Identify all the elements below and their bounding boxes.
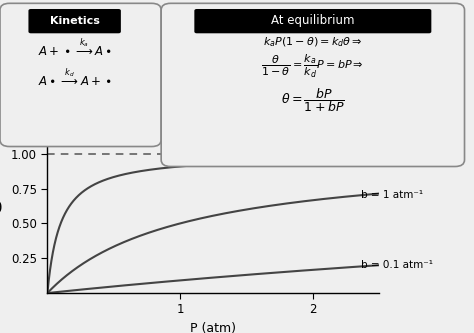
X-axis label: P (atm): P (atm) (190, 322, 237, 333)
Text: $\theta = \dfrac{bP}{1+bP}$: $\theta = \dfrac{bP}{1+bP}$ (281, 86, 345, 114)
Text: At equilibrium: At equilibrium (271, 14, 355, 28)
Text: b = 1 atm⁻¹: b = 1 atm⁻¹ (361, 190, 423, 200)
Text: Kinetics: Kinetics (50, 16, 100, 26)
Text: $A + \bullet \overset{k_a}{\longrightarrow} A\bullet$: $A + \bullet \overset{k_a}{\longrightarr… (38, 37, 112, 59)
Text: b = 10 atm⁻¹: b = 10 atm⁻¹ (361, 154, 429, 164)
Text: $\dfrac{\theta}{1-\theta} = \dfrac{k_a}{k_d}P = bP \Rightarrow$: $\dfrac{\theta}{1-\theta} = \dfrac{k_a}{… (262, 53, 364, 80)
Text: b = 0.1 atm⁻¹: b = 0.1 atm⁻¹ (361, 260, 433, 270)
Text: $k_a P(1-\theta) = k_d\theta \Rightarrow$: $k_a P(1-\theta) = k_d\theta \Rightarrow… (263, 36, 363, 49)
Y-axis label: θ: θ (0, 201, 2, 216)
Text: $A\bullet \overset{k_d}{\longrightarrow} A + \bullet$: $A\bullet \overset{k_d}{\longrightarrow}… (38, 67, 112, 89)
